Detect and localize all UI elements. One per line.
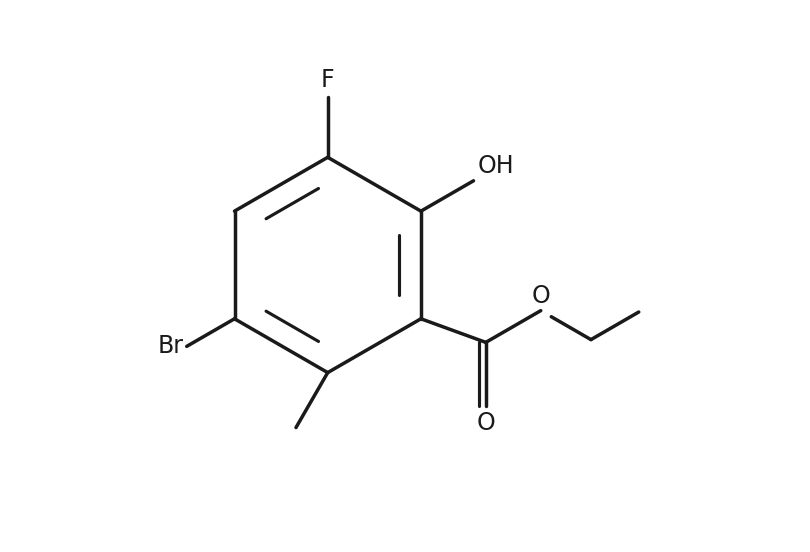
Text: OH: OH [478,154,514,178]
Text: F: F [321,68,335,92]
Text: O: O [531,284,550,308]
Text: Br: Br [158,335,184,358]
Text: O: O [476,411,495,436]
